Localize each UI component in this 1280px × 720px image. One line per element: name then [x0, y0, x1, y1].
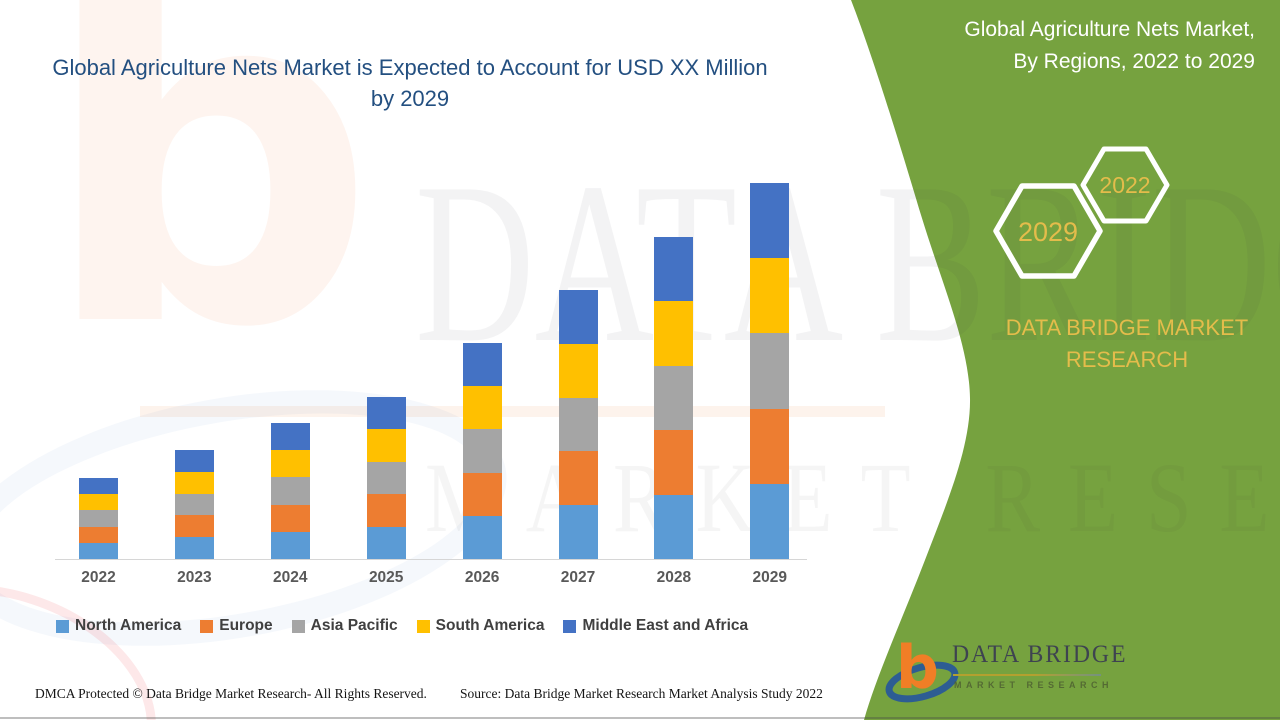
logo-b-glyph: b	[896, 633, 939, 703]
bar-segment-south-america	[270, 450, 310, 478]
bar-segment-middle-east-and-africa	[366, 397, 406, 430]
bar-segment-middle-east-and-africa	[654, 237, 694, 302]
bar-segment-north-america	[750, 483, 790, 559]
legend-label: Europe	[219, 617, 273, 634]
bar-segment-middle-east-and-africa	[750, 183, 790, 259]
bar-segment-south-america	[174, 471, 214, 494]
bar-segment-south-america	[366, 429, 406, 462]
panel-heading-line1: Global Agriculture Nets Market,	[964, 18, 1255, 41]
legend-item-south-america: South America	[416, 617, 545, 635]
bar-segment-middle-east-and-africa	[558, 290, 598, 344]
panel-heading-line2: By Regions, 2022 to 2029	[1013, 49, 1255, 73]
hexagon-2029	[993, 183, 1103, 279]
bar-segment-south-america	[462, 386, 502, 430]
bar-segment-asia-pacific	[174, 493, 214, 516]
bar-segment-north-america	[462, 515, 502, 559]
panel-heading: Global Agriculture Nets Market, By Regio…	[900, 14, 1255, 77]
bar-segment-north-america	[558, 505, 598, 559]
data-bridge-logo-icon: b	[885, 633, 959, 703]
x-tick-2022: 2022	[81, 569, 116, 586]
bar-segment-south-america	[558, 343, 598, 398]
x-tick-2024: 2024	[273, 569, 308, 586]
x-tick-2027: 2027	[560, 569, 596, 586]
legend-label: South America	[435, 617, 545, 634]
plot-area: 2022 2023 2024 2025 2026 2027 2028 2029	[55, 168, 807, 586]
bar-segment-middle-east-and-africa	[79, 478, 118, 495]
hexagon-2022-label: 2022	[1099, 172, 1150, 198]
bar-segment-europe	[654, 430, 694, 495]
legend-swatch	[56, 619, 69, 633]
bottom-divider-line	[0, 717, 1280, 719]
bar-segment-north-america	[270, 531, 310, 559]
bar-segment-middle-east-and-africa	[174, 450, 214, 472]
x-tick-2025: 2025	[368, 569, 404, 586]
bar-segment-south-america	[79, 494, 118, 511]
legend-swatch	[291, 619, 305, 633]
footer-source-text: Source: Data Bridge Market Research Mark…	[460, 686, 823, 701]
bar-segment-asia-pacific	[750, 333, 790, 409]
bar-segment-south-america	[654, 301, 694, 366]
legend-label: North America	[75, 617, 182, 634]
bar-segment-europe	[750, 408, 790, 484]
bar-segment-asia-pacific	[462, 429, 502, 473]
legend: North America Europe Asia Pacific South Ame…	[56, 617, 836, 635]
hexagon-2029-label: 2029	[1018, 217, 1078, 247]
x-tick-2029: 2029	[752, 569, 788, 586]
legend-swatch	[200, 619, 214, 633]
green-panel-shape	[851, 0, 1280, 720]
brand-caption: DATA BRIDGE MARKET RESEARCH	[1005, 315, 1249, 372]
legend-item-middle-east-and-africa: Middle East and Africa	[563, 617, 748, 635]
legend-item-north-america: North America	[56, 617, 181, 635]
logo-subtext: MARKET RESEARCH	[954, 680, 1114, 690]
x-tick-2023: 2023	[177, 569, 212, 586]
logo-swoosh	[885, 661, 959, 703]
legend-item-europe: Europe	[200, 617, 273, 635]
logo-wordmark: DATA BRIDGE	[952, 641, 1128, 668]
bar-segment-europe	[366, 494, 406, 527]
hexagon-badges: 2029 2022	[993, 146, 1170, 279]
footer-dmca-text: DMCA Protected © Data Bridge Market Rese…	[35, 686, 427, 701]
x-tick-2026: 2026	[464, 569, 500, 586]
logo-underline	[953, 674, 1101, 676]
bar-segment-north-america	[79, 542, 118, 559]
bar-segment-north-america	[174, 537, 214, 559]
bar-segment-asia-pacific	[366, 461, 406, 495]
legend-swatch	[563, 619, 577, 633]
bar-segment-asia-pacific	[654, 365, 694, 431]
bar-segment-asia-pacific	[558, 397, 598, 452]
bar-segment-europe	[270, 504, 310, 532]
bar-segment-europe	[462, 472, 502, 516]
bar-segment-europe	[79, 526, 118, 543]
bar-segment-europe	[174, 515, 214, 538]
bar-segment-north-america	[366, 526, 406, 559]
legend-label: Asia Pacific	[310, 617, 398, 634]
x-tick-2028: 2028	[656, 569, 692, 586]
bar-segment-south-america	[750, 258, 790, 334]
bar-segment-north-america	[654, 494, 694, 559]
bar-segment-middle-east-and-africa	[270, 423, 310, 451]
legend-swatch	[416, 619, 430, 633]
legend-label: Middle East and Africa	[582, 617, 749, 634]
hexagon-2022	[1080, 146, 1170, 224]
bar-segment-asia-pacific	[270, 477, 310, 505]
chart-title: Global Agriculture Nets Market is Expect…	[52, 55, 768, 112]
bar-segment-middle-east-and-africa	[462, 343, 502, 387]
bar-segment-asia-pacific	[79, 510, 118, 527]
bar-segment-europe	[558, 451, 598, 506]
legend-item-asia-pacific: Asia Pacific	[291, 617, 398, 635]
